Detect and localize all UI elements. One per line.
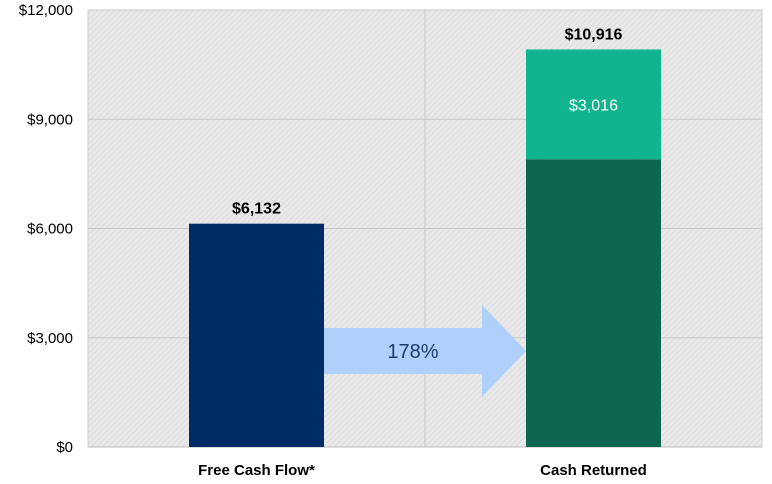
bar-1-segment-1 (526, 49, 661, 160)
growth-arrow-label: 178% (387, 341, 438, 363)
growth-arrow (324, 305, 526, 397)
y-tick-label-2: $6,000 (27, 221, 73, 238)
bar-0-segment-0 (189, 223, 324, 447)
segment-label-1-1: $3,016 (569, 97, 618, 114)
bars: $6,132 $3,016 $10,916 (189, 26, 661, 447)
bar-1-segment-0 (526, 159, 661, 447)
category-label-0: Free Cash Flow* (198, 462, 315, 479)
y-tick-label-4: $12,000 (19, 2, 73, 19)
y-tick-label-1: $3,000 (27, 330, 73, 347)
y-tick-label-0: $0 (56, 439, 73, 456)
total-label-0: $6,132 (232, 201, 281, 218)
y-axis: $0 $3,000 $6,000 $9,000 $12,000 (19, 2, 762, 456)
x-axis: Free Cash Flow* Cash Returned (198, 462, 647, 479)
y-tick-label-3: $9,000 (27, 111, 73, 128)
total-label-1: $10,916 (565, 26, 623, 43)
annotation-layer: 178% (324, 305, 526, 397)
category-label-1: Cash Returned (540, 462, 647, 479)
